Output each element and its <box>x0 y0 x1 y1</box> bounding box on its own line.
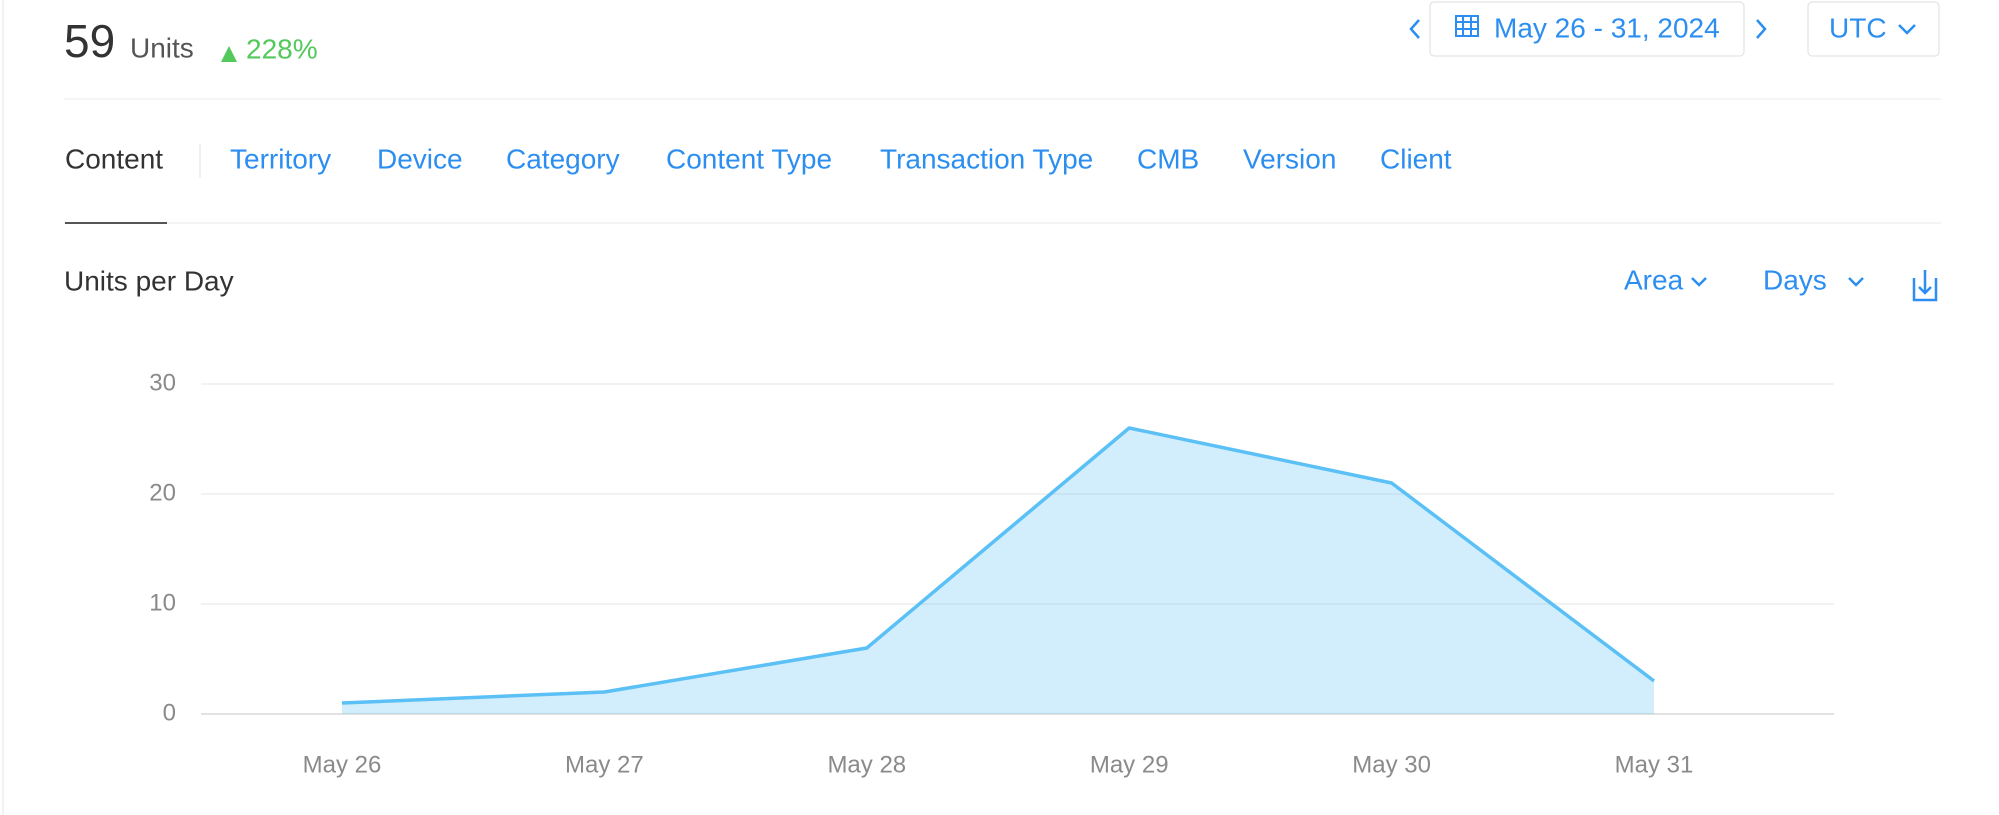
y-tick-label: 20 <box>149 479 176 506</box>
download-button[interactable] <box>1912 270 1938 302</box>
chart-style[interactable]: Area <box>1624 264 1684 295</box>
x-tick-label: May 29 <box>1090 751 1169 778</box>
next-button[interactable] <box>1756 19 1767 39</box>
tab[interactable]: Transaction Type <box>880 143 1093 174</box>
x-tick-label: May 31 <box>1615 751 1694 778</box>
x-tick-label: May 26 <box>303 751 382 778</box>
calendar-icon <box>1455 15 1479 37</box>
total-units: 59 <box>64 15 115 67</box>
tab[interactable]: Device <box>377 143 463 174</box>
tab[interactable]: CMB <box>1137 143 1199 174</box>
x-tick-label: May 28 <box>827 751 906 778</box>
tab[interactable]: Content <box>65 143 163 174</box>
interval[interactable]: Days <box>1763 264 1827 295</box>
area-line <box>341 426 1656 705</box>
tabs: Content Territory Device Category Content Ty… <box>65 143 1452 174</box>
chevron <box>1848 277 1864 287</box>
x-tick-label: May 30 <box>1352 751 1431 778</box>
prev-button[interactable] <box>1409 19 1420 39</box>
up-arrow <box>221 46 237 62</box>
tab[interactable]: Category <box>506 143 620 174</box>
tab[interactable]: Content Type <box>666 143 832 174</box>
date-picker[interactable] <box>1429 1 1745 57</box>
tab[interactable]: Client <box>1380 143 1452 174</box>
change: 228% <box>246 33 318 64</box>
y-tick-label: 10 <box>149 589 176 616</box>
chevron <box>1898 24 1916 35</box>
chart: 0 10 20 30 May 26 May 27 May 28 May 29 May 30 May… <box>149 369 1834 778</box>
chevron <box>1691 277 1707 287</box>
timezone-picker[interactable] <box>1807 1 1940 57</box>
date-range[interactable]: May 26 - 31, 2024 <box>1494 12 1720 43</box>
y-tick-label: 30 <box>149 369 176 396</box>
chart-title: Units per Day <box>64 265 234 296</box>
tab[interactable]: Territory <box>230 143 331 174</box>
area-fill <box>342 428 1654 714</box>
x-tick-label: May 27 <box>565 751 644 778</box>
timezone[interactable]: UTC <box>1829 12 1887 43</box>
y-tick-label: 0 <box>163 699 176 726</box>
tab[interactable]: Version <box>1243 143 1336 174</box>
units-label: Units <box>130 32 194 63</box>
